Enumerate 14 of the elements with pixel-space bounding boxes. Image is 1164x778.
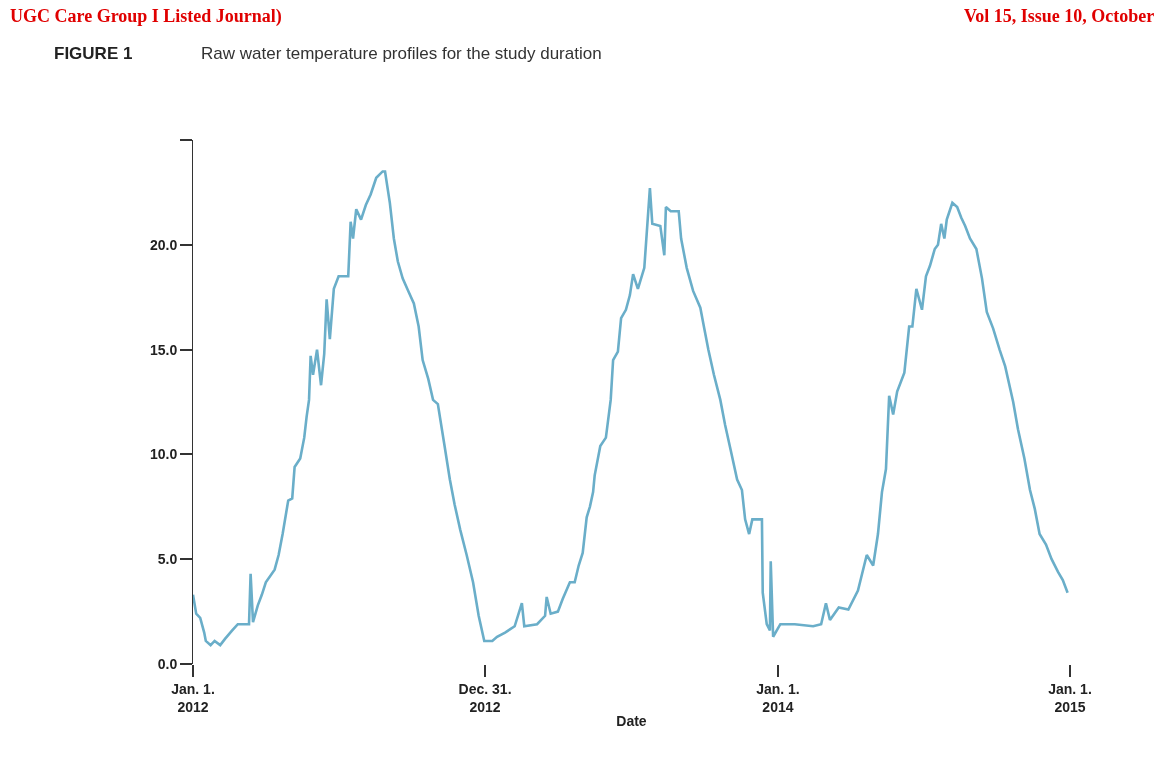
x-axis-title: Date <box>616 713 647 730</box>
text: UGC Care Group I Listed Journal) <box>10 6 282 27</box>
x-tick-label: Dec. 31. 2012 <box>458 680 512 715</box>
chart-subtitle: Raw water temperature profiles for the study duration <box>201 44 602 63</box>
text: Vol 15, Issue 10, October <box>964 6 1155 26</box>
x-tick-label: Jan. 1. 2012 <box>171 680 215 715</box>
y-tick-label: 20.0 <box>149 236 178 253</box>
y-tick-label: 10.0 <box>149 446 178 463</box>
x-tick-label: Jan. 1. 2015 <box>1048 680 1092 715</box>
y-tick-label: 15.0 <box>149 341 178 358</box>
x-tick-label: Jan. 1. 2014 <box>756 680 800 715</box>
y-tick-label: 0.0 <box>157 655 178 672</box>
y-tick-label: 5.0 <box>157 551 178 568</box>
chart-title: FIGURE 1 <box>54 44 133 63</box>
